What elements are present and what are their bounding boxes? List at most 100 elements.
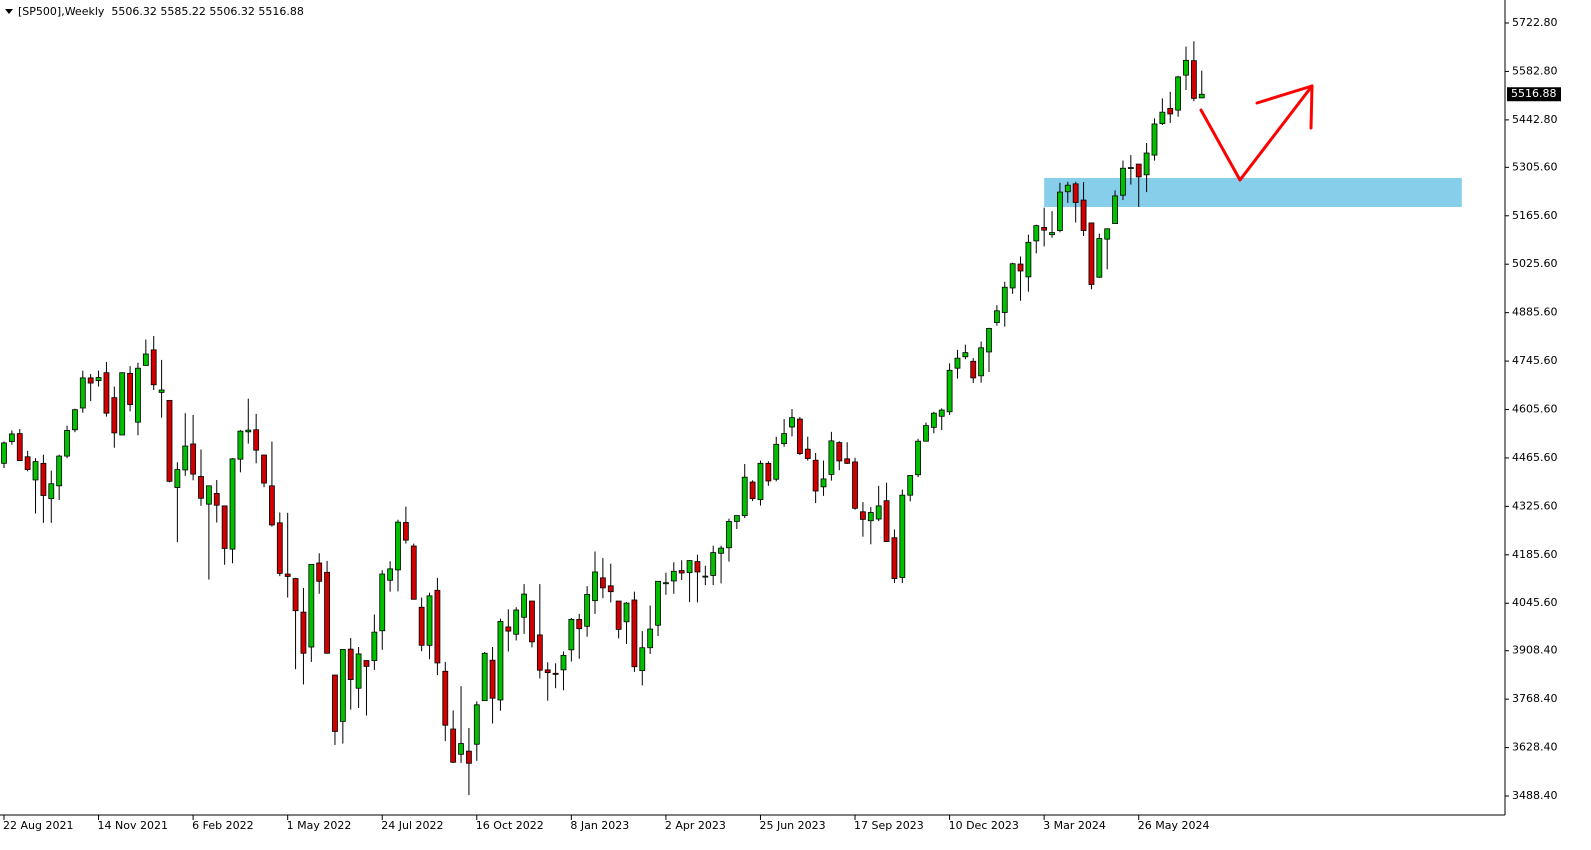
y-tick-label: 4045.60 xyxy=(1512,596,1558,609)
candle-body xyxy=(915,440,921,476)
candle-body xyxy=(276,522,283,574)
y-tick-label: 5305.60 xyxy=(1512,160,1558,173)
candle-body xyxy=(434,589,441,664)
candle-body xyxy=(245,429,252,433)
candle-body xyxy=(497,621,504,701)
candle-body xyxy=(946,369,953,413)
candle-body xyxy=(1,442,7,464)
candle-body xyxy=(867,512,874,522)
candle-body xyxy=(466,750,472,764)
candle-body xyxy=(308,563,315,648)
header-triangle xyxy=(5,9,13,14)
candle-body xyxy=(229,458,236,550)
candle-body xyxy=(741,476,748,516)
arrow-head xyxy=(1309,84,1314,130)
candle-layer xyxy=(1,41,1205,796)
candle-body xyxy=(930,412,937,428)
arrow-annotation xyxy=(1199,84,1314,182)
candle-body xyxy=(418,606,425,646)
candle-body xyxy=(64,430,70,457)
candle-body xyxy=(16,433,23,461)
candle-body xyxy=(1183,59,1189,76)
candle-body xyxy=(284,573,291,577)
candle-body xyxy=(1151,123,1158,156)
candle-body xyxy=(1143,152,1150,176)
candle-body xyxy=(875,505,882,520)
candle-body xyxy=(387,568,394,581)
candle-body xyxy=(119,372,126,436)
y-tick-label: 5582.80 xyxy=(1512,64,1558,77)
candle-body xyxy=(339,649,346,722)
candle-body xyxy=(1017,263,1024,272)
candle-body xyxy=(686,560,693,574)
candle-body xyxy=(536,634,543,671)
candle-body xyxy=(316,562,323,582)
x-tick-label: 24 Jul 2022 xyxy=(381,819,443,832)
candle-body xyxy=(560,654,567,671)
candle-body xyxy=(710,552,717,576)
y-tick-label: 4745.60 xyxy=(1512,354,1558,367)
x-tick-label: 26 May 2024 xyxy=(1138,819,1210,832)
candle-body xyxy=(891,537,898,579)
candle-body xyxy=(938,409,945,417)
candle-body xyxy=(426,595,433,646)
candle-body xyxy=(773,443,780,480)
candle-body xyxy=(986,328,992,353)
x-tick-label: 6 Feb 2022 xyxy=(192,819,253,832)
candle-body xyxy=(1167,107,1174,115)
candle-body xyxy=(804,448,811,459)
candle-body xyxy=(371,631,378,661)
y-tick-label: 5165.60 xyxy=(1512,209,1558,222)
candle-body xyxy=(962,352,969,358)
candle-body xyxy=(726,521,732,549)
candle-body xyxy=(1120,167,1126,196)
candle-body xyxy=(993,310,1000,323)
candle-body xyxy=(907,475,914,496)
candle-body xyxy=(473,704,480,745)
candle-body xyxy=(24,456,31,470)
candle-body xyxy=(765,462,772,482)
y-tick-label: 5442.80 xyxy=(1512,113,1558,126)
candle-body xyxy=(1135,163,1142,178)
y-tick-label: 4465.60 xyxy=(1512,451,1558,464)
candle-body xyxy=(1175,76,1182,111)
candle-body xyxy=(923,425,929,442)
candle-body xyxy=(458,743,464,755)
chart-header: [SP500],Weekly 5506.32 5585.22 5506.32 5… xyxy=(18,5,304,18)
candle-body xyxy=(481,652,488,702)
candle-body xyxy=(87,377,94,384)
y-tick-label: 5025.60 xyxy=(1512,257,1558,270)
x-tick-label: 22 Aug 2021 xyxy=(3,819,73,832)
candle-body xyxy=(1104,228,1111,240)
candle-body xyxy=(48,483,55,500)
x-tick-label: 3 Mar 2024 xyxy=(1043,819,1106,832)
arrow-path xyxy=(1199,84,1314,182)
candle-body xyxy=(781,433,788,445)
candle-body xyxy=(269,485,275,526)
candle-body xyxy=(647,628,654,649)
candle-body xyxy=(1088,222,1095,285)
x-tick-label: 25 Jun 2023 xyxy=(759,819,825,832)
support-zone xyxy=(1044,177,1462,207)
candle-body xyxy=(702,575,709,578)
candle-body xyxy=(670,570,677,582)
candle-body xyxy=(592,571,598,602)
y-tick-label: 3488.40 xyxy=(1512,789,1558,802)
candle-body xyxy=(190,443,197,475)
candle-body xyxy=(812,459,819,492)
candle-body xyxy=(844,458,851,464)
candle-body xyxy=(402,522,409,541)
candle-body xyxy=(135,367,141,423)
candle-body xyxy=(733,515,740,522)
candle-body xyxy=(718,547,724,554)
y-tick-label: 3628.40 xyxy=(1512,741,1558,754)
candle-body xyxy=(182,445,189,471)
candle-body xyxy=(489,659,496,699)
candle-body xyxy=(970,360,977,379)
candle-body xyxy=(615,600,622,630)
candle-body xyxy=(1080,199,1087,231)
last-price-box xyxy=(1507,87,1561,102)
